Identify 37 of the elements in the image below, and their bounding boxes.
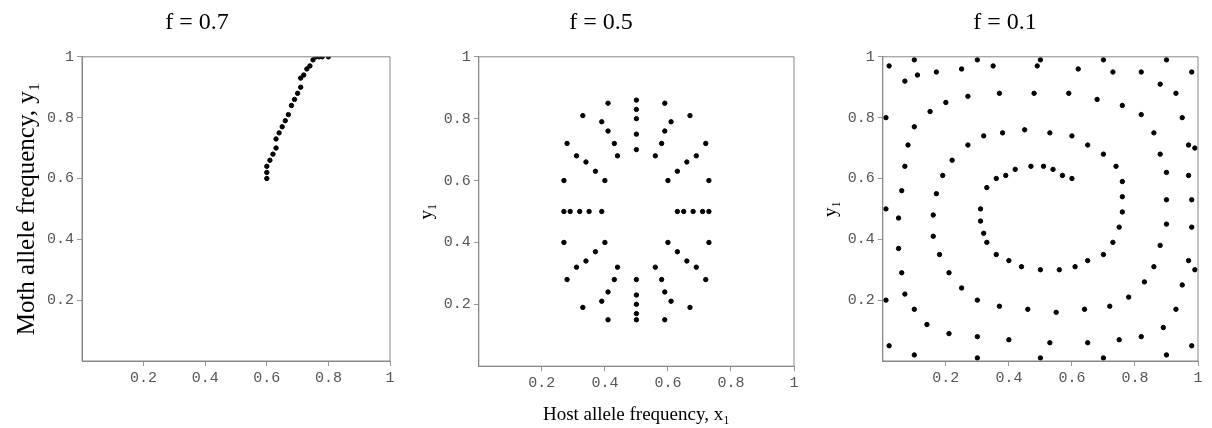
y-tick-label: 1 <box>461 48 471 66</box>
chart-title: f = 0.1 <box>973 7 1037 34</box>
y-tick-label: 0.6 <box>46 170 74 188</box>
x-tick-label: 0.4 <box>191 369 219 387</box>
x-axis-title: Host allele frequency, x₁ <box>542 402 730 424</box>
x-tick-label: 0.4 <box>591 375 619 393</box>
y-tick-label: 1 <box>865 48 875 66</box>
chart-title: f = 0.7 <box>165 7 229 34</box>
x-tick-label: 0.8 <box>314 369 342 387</box>
x-tick-label: 0.6 <box>253 369 281 387</box>
x-tick-label: 0.8 <box>717 375 745 393</box>
y-tick-label: 0.4 <box>443 234 471 252</box>
y-tick-label: 0.8 <box>46 109 74 127</box>
y-axis-title: Moth allele frequency, y₁ <box>11 82 39 336</box>
x-tick-label: 0.2 <box>528 375 556 393</box>
x-tick-label: 1 <box>789 375 799 393</box>
y-tick-label: 0.2 <box>46 292 74 310</box>
x-tick-label: 0.6 <box>1058 369 1086 387</box>
x-tick-label: 0.6 <box>654 375 682 393</box>
y-tick-label: 0.6 <box>847 170 875 188</box>
y-axis-title: y₁ <box>415 203 437 220</box>
y-tick-label: 0.6 <box>443 172 471 190</box>
y-tick-label: 0.4 <box>847 231 875 249</box>
chart-title: f = 0.5 <box>569 7 633 34</box>
y-tick-label: 0.2 <box>847 292 875 310</box>
y-tick-label: 0.8 <box>443 110 471 128</box>
x-tick-label: 0.2 <box>932 369 960 387</box>
y-tick-label: 1 <box>64 48 74 66</box>
x-tick-label: 0.4 <box>995 369 1023 387</box>
y-tick-label: 0.8 <box>847 109 875 127</box>
x-tick-label: 1 <box>385 369 395 387</box>
y-axis-title: y₁ <box>819 200 841 217</box>
x-tick-label: 1 <box>1193 369 1203 387</box>
y-tick-label: 0.4 <box>46 231 74 249</box>
x-tick-label: 0.2 <box>130 369 158 387</box>
x-tick-label: 0.8 <box>1121 369 1149 387</box>
y-tick-label: 0.2 <box>443 296 471 314</box>
